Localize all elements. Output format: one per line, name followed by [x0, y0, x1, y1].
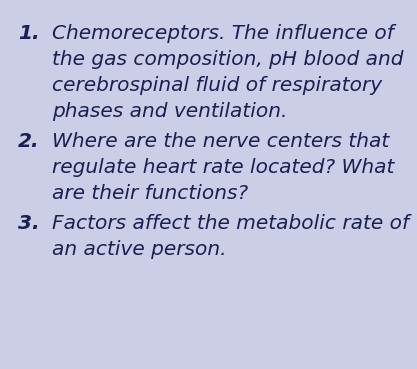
Text: an active person.: an active person.	[52, 240, 226, 259]
Text: 3.: 3.	[18, 214, 40, 233]
Text: are their functions?: are their functions?	[52, 184, 248, 203]
Text: regulate heart rate located? What: regulate heart rate located? What	[52, 158, 394, 177]
Text: 1.: 1.	[18, 24, 40, 43]
Text: cerebrospinal fluid of respiratory: cerebrospinal fluid of respiratory	[52, 76, 382, 95]
Text: the gas composition, pH blood and: the gas composition, pH blood and	[52, 50, 404, 69]
Text: phases and ventilation.: phases and ventilation.	[52, 102, 287, 121]
Text: 2.: 2.	[18, 132, 40, 151]
Text: Where are the nerve centers that: Where are the nerve centers that	[52, 132, 389, 151]
Text: Factors affect the metabolic rate of: Factors affect the metabolic rate of	[52, 214, 409, 233]
Text: Chemoreceptors. The influence of: Chemoreceptors. The influence of	[52, 24, 394, 43]
